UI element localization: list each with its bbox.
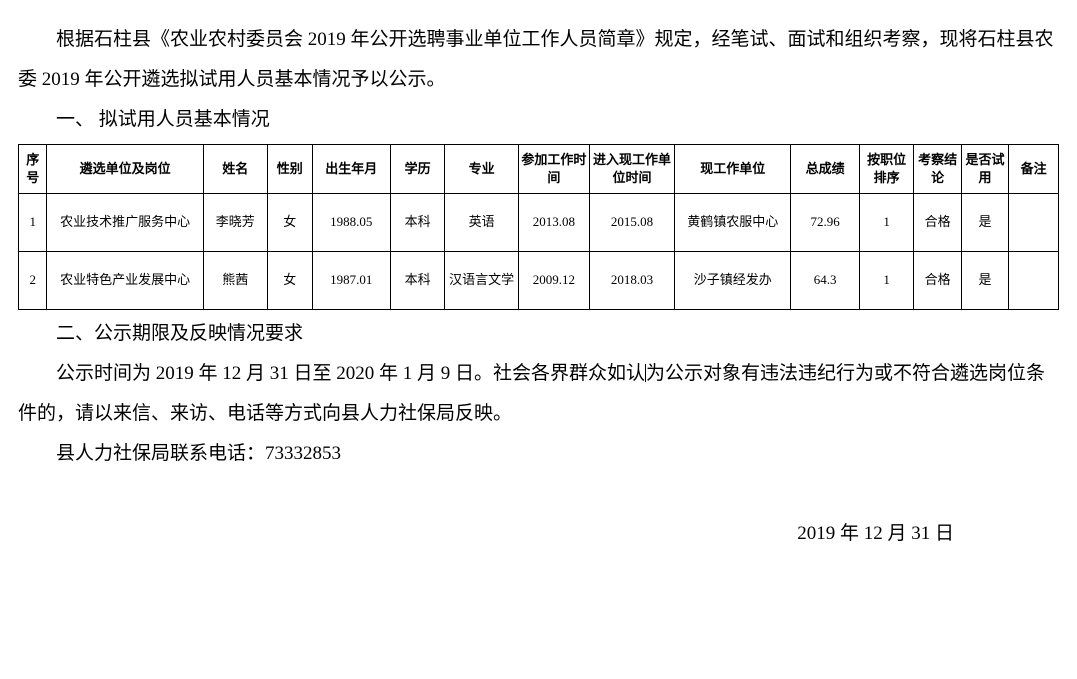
intro-paragraph: 根据石柱县《农业农村委员会 2019 年公开选聘事业单位工作人员简章》规定，经笔… bbox=[18, 20, 1059, 100]
cell-score: 72.96 bbox=[791, 194, 860, 252]
cell-unit: 农业技术推广服务中心 bbox=[47, 194, 203, 252]
cell-name: 熊茜 bbox=[203, 252, 267, 310]
cell-seq: 1 bbox=[19, 194, 47, 252]
cell-curunit-time: 2015.08 bbox=[589, 194, 674, 252]
th-trial: 是否试用 bbox=[961, 144, 1008, 193]
th-exam: 考察结论 bbox=[914, 144, 961, 193]
cell-birth: 1988.05 bbox=[312, 194, 390, 252]
cell-curunit: 黄鹤镇农服中心 bbox=[675, 194, 791, 252]
cell-exam: 合格 bbox=[914, 194, 961, 252]
notice-paragraph: 公示时间为 2019 年 12 月 31 日至 2020 年 1 月 9 日。社… bbox=[18, 354, 1059, 434]
cell-curunit: 沙子镇经发办 bbox=[675, 252, 791, 310]
table-row: 1 农业技术推广服务中心 李晓芳 女 1988.05 本科 英语 2013.08… bbox=[19, 194, 1059, 252]
table-header-row: 序号 遴选单位及岗位 姓名 性别 出生年月 学历 专业 参加工作时间 进入现工作… bbox=[19, 144, 1059, 193]
cell-remark bbox=[1009, 252, 1059, 310]
th-remark: 备注 bbox=[1009, 144, 1059, 193]
text-cursor-icon bbox=[645, 364, 646, 382]
cell-edu: 本科 bbox=[390, 194, 444, 252]
th-birth: 出生年月 bbox=[312, 144, 390, 193]
cell-gender: 女 bbox=[267, 194, 312, 252]
cell-trial: 是 bbox=[961, 194, 1008, 252]
th-joinwork: 参加工作时间 bbox=[518, 144, 589, 193]
cell-unit: 农业特色产业发展中心 bbox=[47, 252, 203, 310]
table-row: 2 农业特色产业发展中心 熊茜 女 1987.01 本科 汉语言文学 2009.… bbox=[19, 252, 1059, 310]
th-seq: 序号 bbox=[19, 144, 47, 193]
notice-text-part1: 公示时间为 2019 年 12 月 31 日至 2020 年 1 月 9 日。社… bbox=[56, 363, 645, 384]
cell-trial: 是 bbox=[961, 252, 1008, 310]
cell-name: 李晓芳 bbox=[203, 194, 267, 252]
cell-exam: 合格 bbox=[914, 252, 961, 310]
cell-major: 英语 bbox=[445, 194, 518, 252]
th-score: 总成绩 bbox=[791, 144, 860, 193]
cell-rank: 1 bbox=[859, 194, 913, 252]
th-unit: 遴选单位及岗位 bbox=[47, 144, 203, 193]
cell-major: 汉语言文学 bbox=[445, 252, 518, 310]
cell-joinwork: 2009.12 bbox=[518, 252, 589, 310]
th-rank: 按职位排序 bbox=[859, 144, 913, 193]
cell-gender: 女 bbox=[267, 252, 312, 310]
section2-title: 二、公示期限及反映情况要求 bbox=[18, 314, 1059, 354]
cell-curunit-time: 2018.03 bbox=[589, 252, 674, 310]
th-edu: 学历 bbox=[390, 144, 444, 193]
th-name: 姓名 bbox=[203, 144, 267, 193]
cell-remark bbox=[1009, 194, 1059, 252]
cell-joinwork: 2013.08 bbox=[518, 194, 589, 252]
cell-birth: 1987.01 bbox=[312, 252, 390, 310]
th-major: 专业 bbox=[445, 144, 518, 193]
date-line: 2019 年 12 月 31 日 bbox=[18, 518, 1059, 545]
th-curunit-time: 进入现工作单位时间 bbox=[589, 144, 674, 193]
th-curunit: 现工作单位 bbox=[675, 144, 791, 193]
contact-line: 县人力社保局联系电话：73332853 bbox=[18, 434, 1059, 474]
section1-title: 一、 拟试用人员基本情况 bbox=[18, 100, 1059, 140]
cell-seq: 2 bbox=[19, 252, 47, 310]
cell-score: 64.3 bbox=[791, 252, 860, 310]
personnel-table: 序号 遴选单位及岗位 姓名 性别 出生年月 学历 专业 参加工作时间 进入现工作… bbox=[18, 144, 1059, 310]
cell-edu: 本科 bbox=[390, 252, 444, 310]
cell-rank: 1 bbox=[859, 252, 913, 310]
th-gender: 性别 bbox=[267, 144, 312, 193]
